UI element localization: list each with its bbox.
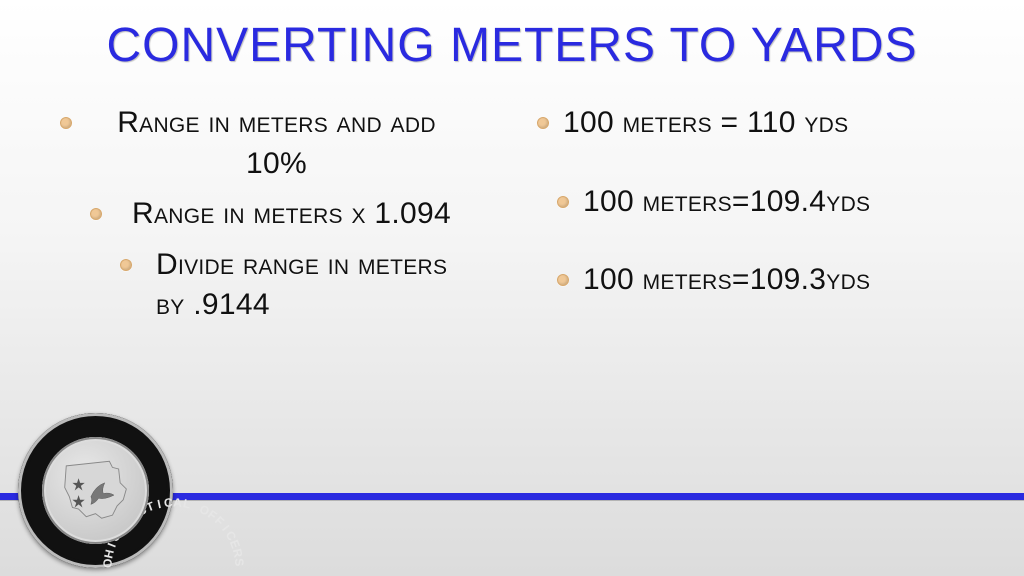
ohio-state-icon <box>57 452 134 529</box>
association-seal: OHIO TACTICAL OFFICERS ASSOCIATION <box>18 413 173 568</box>
bullet-icon <box>60 117 72 129</box>
bullet-icon <box>90 208 102 220</box>
bullet-icon <box>557 274 569 286</box>
list-item: Range in meters x 1.094 <box>90 194 507 235</box>
list-item: 100 meters=109.4yds <box>557 182 984 223</box>
bullet-icon <box>537 117 549 129</box>
list-text: Range in meters x 1.094 <box>116 194 507 235</box>
right-column: 100 meters = 110 yds 100 meters=109.4yds… <box>537 103 984 339</box>
list-text: Range in meters and add 10% <box>86 103 507 184</box>
list-item: 100 meters=109.3yds <box>557 260 984 301</box>
list-text: 100 meters = 110 yds <box>563 103 848 144</box>
list-item: Divide range in meters by .9144 <box>120 245 507 326</box>
list-item: Range in meters and add 10% <box>60 103 507 184</box>
slide-title: CONVERTING METERS TO YARDS <box>0 0 1024 73</box>
list-item: 100 meters = 110 yds <box>537 103 984 144</box>
left-column: Range in meters and add 10% Range in met… <box>60 103 507 339</box>
seal-inner-disc <box>42 437 149 544</box>
list-text: Divide range in meters by .9144 <box>146 245 507 326</box>
bullet-icon <box>120 259 132 271</box>
list-text: 100 meters=109.3yds <box>583 260 870 301</box>
bullet-icon <box>557 196 569 208</box>
list-text: 100 meters=109.4yds <box>583 182 870 223</box>
content-columns: Range in meters and add 10% Range in met… <box>0 73 1024 339</box>
